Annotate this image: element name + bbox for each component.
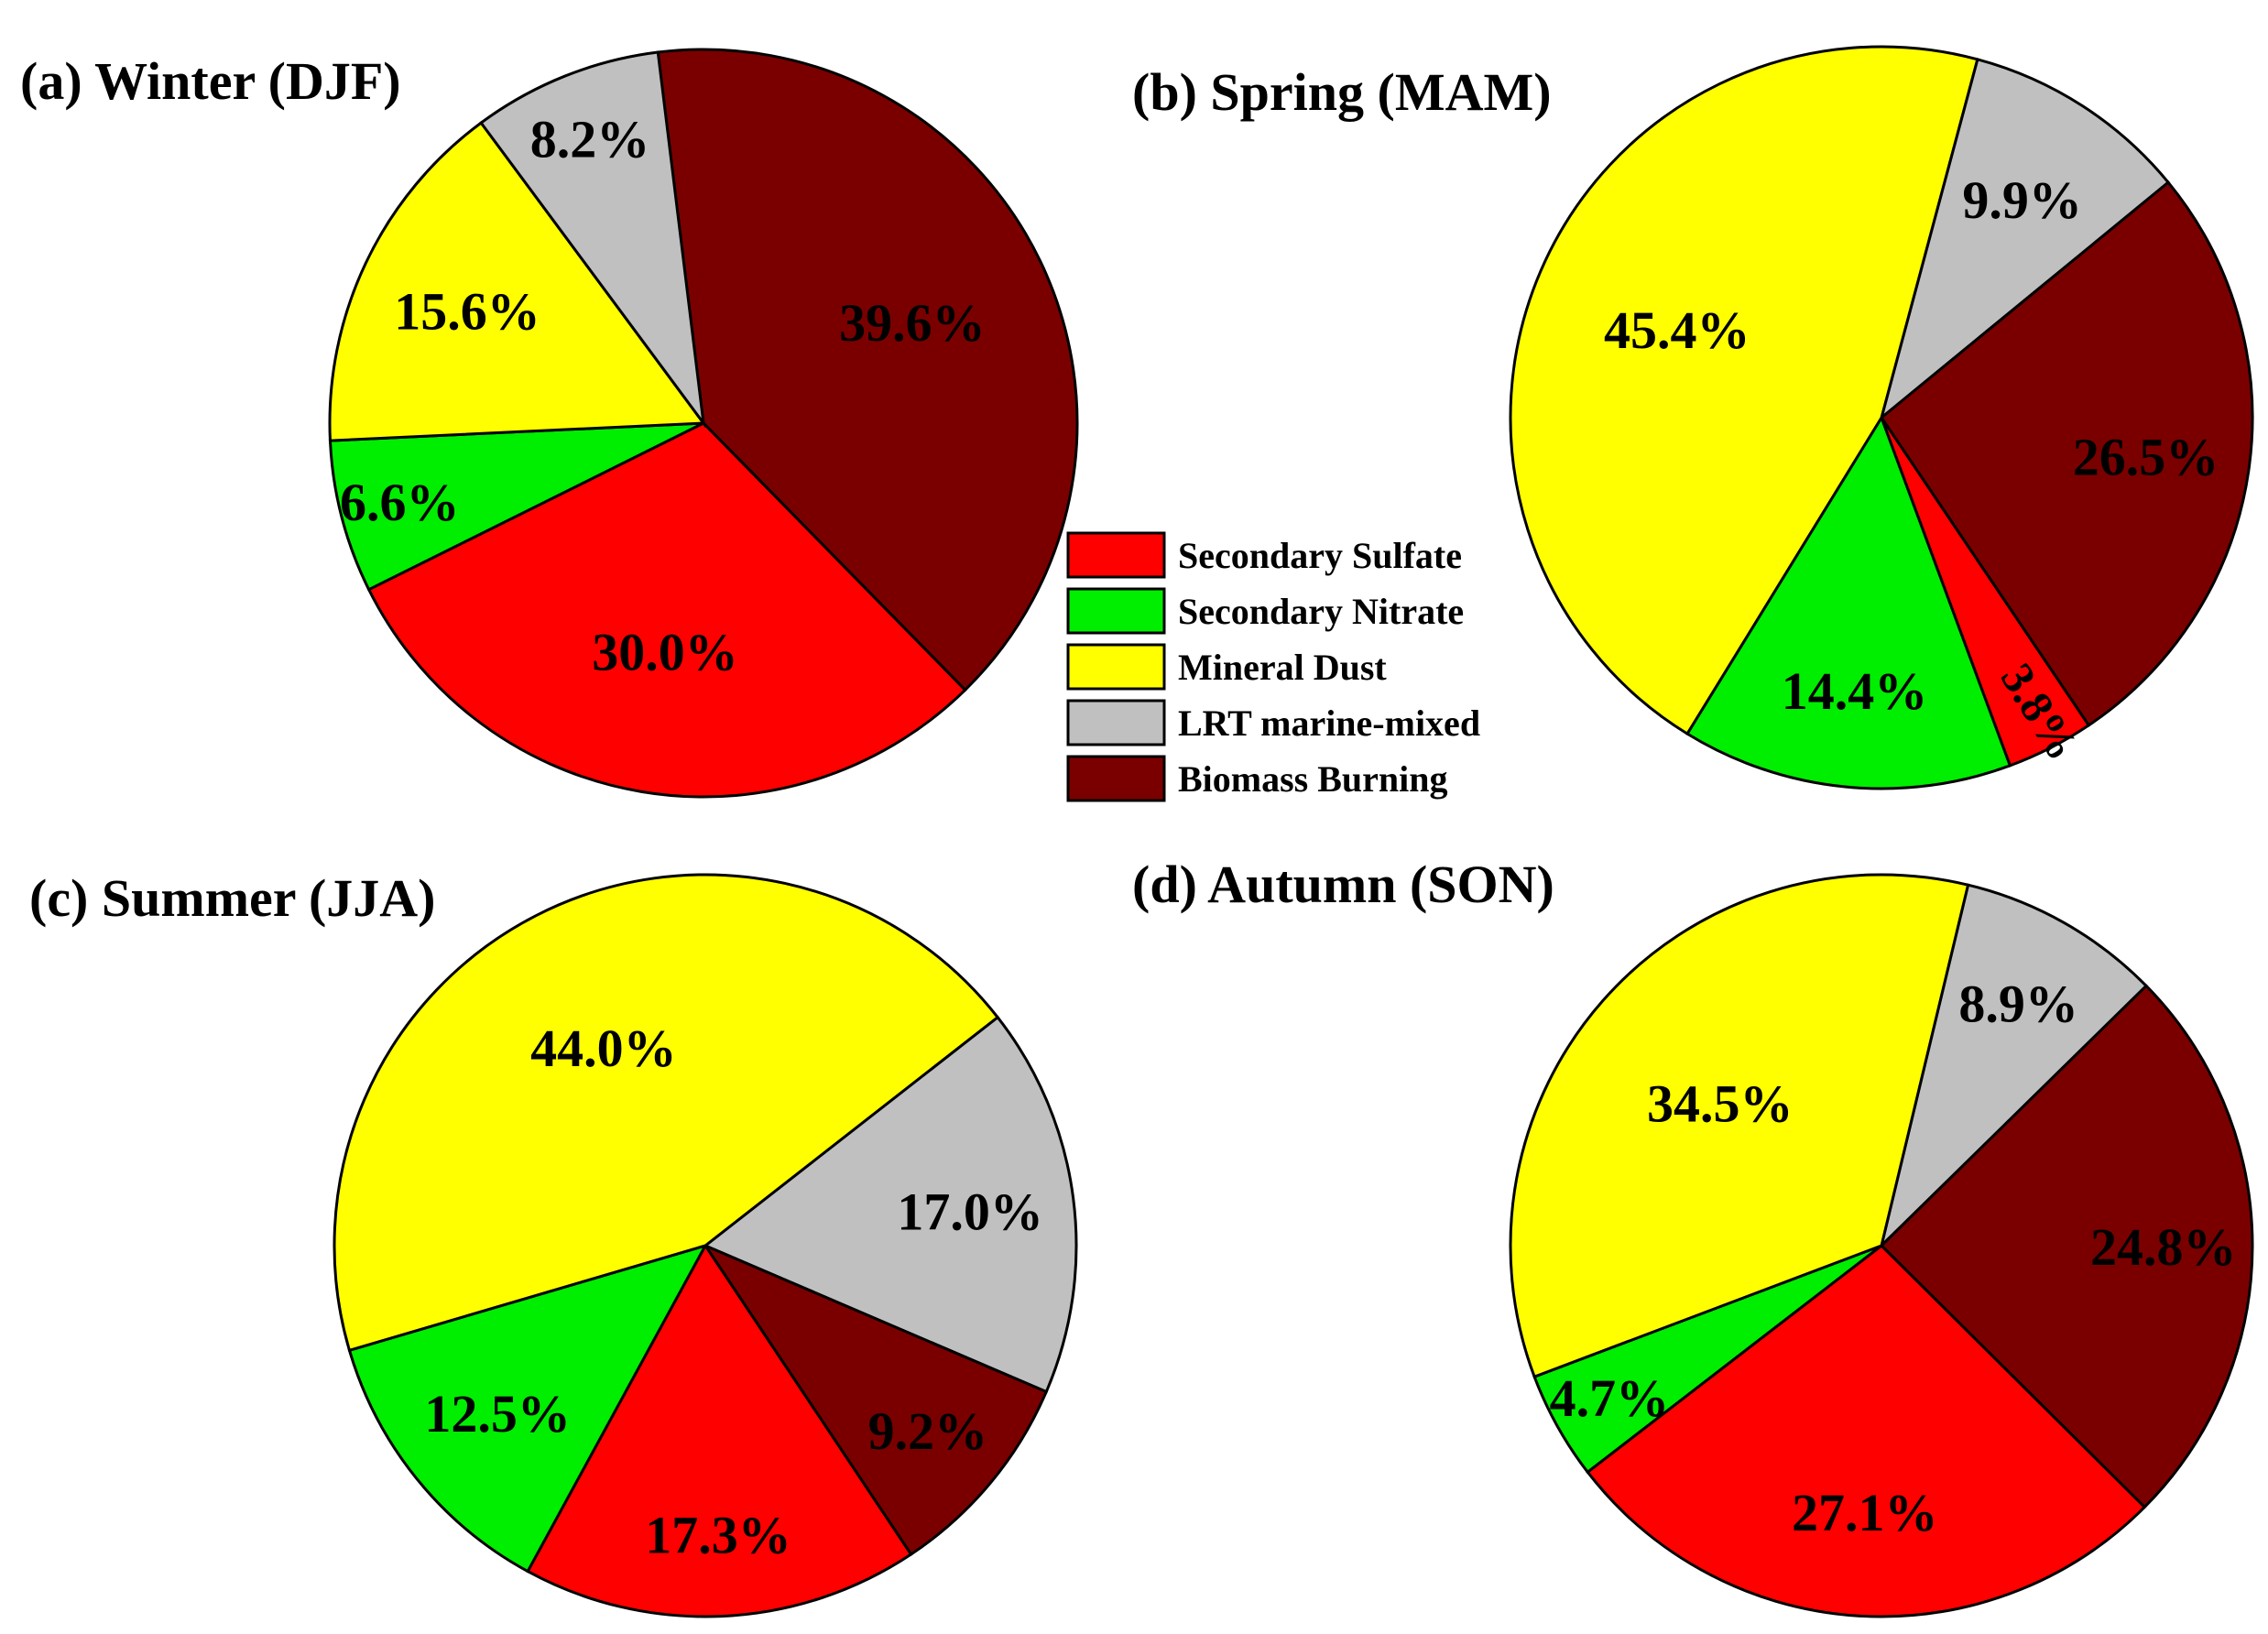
slice-autumn-biomass-burning: [1879, 984, 2254, 1509]
legend-swatch-mineral-dust: [1066, 643, 1166, 691]
slice-label-summer-secondary-nitrate: 12.5%: [424, 1384, 571, 1443]
pie-summer: 17.0% 9.2% 17.3% 12.5% 44.0%: [333, 873, 1078, 1618]
slice-winter-mineral-dust: [328, 121, 706, 442]
panel-title-autumn: (d) Autumn (SON): [1132, 855, 1554, 914]
slice-label-winter-biomass-burning: 39.6%: [839, 293, 986, 353]
slice-winter-biomass-burning: [656, 48, 1079, 692]
slice-label-summer-lrt-marine-mixed: 17.0%: [897, 1182, 1043, 1241]
legend-swatch-secondary-sulfate: [1066, 531, 1166, 579]
slice-label-autumn-biomass-burning: 24.8%: [2090, 1217, 2237, 1277]
slice-spring-biomass-burning: [1879, 180, 2254, 728]
pie-spring: 9.9%26.5%3.8%14.4%45.4%: [1509, 45, 2254, 790]
slice-label-autumn-secondary-nitrate: 4.7%: [1550, 1368, 1670, 1428]
panel-title-spring: (b) Spring (MAM): [1132, 62, 1552, 122]
legend-swatch-secondary-nitrate: [1066, 587, 1166, 635]
legend-label-mineral-dust: Mineral Dust: [1178, 647, 1387, 688]
slice-label-autumn-lrt-marine-mixed: 8.9%: [1958, 975, 2078, 1034]
slice-label-summer-biomass-burning: 9.2%: [868, 1401, 988, 1461]
slice-autumn-secondary-sulfate: [1586, 1244, 2147, 1618]
legend-label-secondary-sulfate: Secondary Sulfate: [1178, 535, 1462, 576]
legend-swatch-lrt-marine-mixed: [1066, 699, 1166, 746]
slice-label-autumn-secondary-sulfate: 27.1%: [1792, 1483, 1938, 1542]
slice-spring-secondary-nitrate: [1685, 414, 2012, 790]
slice-summer-biomass-burning: [701, 1242, 1049, 1557]
slice-label-summer-secondary-sulfate: 17.3%: [645, 1506, 791, 1565]
slice-label-autumn-mineral-dust: 34.5%: [1647, 1074, 1794, 1134]
pie-autumn: 8.9% 24.8% 27.1% 4.7% 34.5%: [1509, 873, 2254, 1618]
slice-label-winter-mineral-dust: 15.6%: [394, 281, 540, 341]
pie-winter: 39.6% 30.0% 6.6% 15.6% 8.2%: [328, 48, 1079, 799]
slice-label-winter-secondary-sulfate: 30.0%: [592, 622, 738, 681]
legend-swatch-biomass-burning: [1066, 755, 1166, 802]
slice-label-spring-lrt-marine-mixed: 9.9%: [1962, 170, 2082, 230]
slice-label-spring-secondary-nitrate: 14.4%: [1782, 661, 1928, 721]
slice-label-spring-biomass-burning: 26.5%: [2073, 427, 2219, 486]
slice-label-winter-secondary-nitrate: 6.6%: [340, 473, 460, 532]
slice-summer-secondary-sulfate: [526, 1243, 913, 1618]
panel-title-winter: (a) Winter (DJF): [20, 51, 401, 111]
slice-label-summer-mineral-dust: 44.0%: [530, 1019, 677, 1078]
legend: Secondary Sulfate Secondary Nitrate Mine…: [1066, 531, 1480, 802]
legend-label-biomass-burning: Biomass Burning: [1178, 758, 1448, 800]
slice-summer-secondary-nitrate: [347, 1243, 709, 1574]
slice-spring-lrt-marine-mixed: [1879, 57, 2171, 422]
panel-title-summer: (c) Summer (JJA): [29, 868, 435, 928]
slice-summer-lrt-marine-mixed: [703, 1015, 1078, 1394]
legend-label-secondary-nitrate: Secondary Nitrate: [1178, 591, 1464, 632]
slice-spring-mineral-dust: [1509, 45, 1979, 736]
slice-label-winter-lrt-marine-mixed: 8.2%: [530, 109, 650, 169]
slice-summer-mineral-dust: [333, 873, 1000, 1353]
slice-winter-lrt-marine-mixed: [479, 50, 706, 429]
slice-label-spring-mineral-dust: 45.4%: [1604, 300, 1750, 360]
slice-autumn-mineral-dust: [1509, 873, 1970, 1379]
legend-label-lrt-marine-mixed: LRT marine-mixed: [1178, 703, 1480, 744]
slice-winter-secondary-nitrate: [328, 421, 704, 592]
